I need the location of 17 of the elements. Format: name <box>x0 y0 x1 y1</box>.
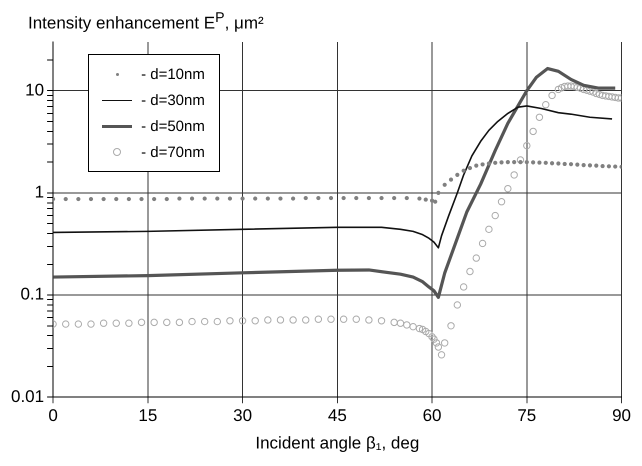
legend-label: - d=50nm <box>141 118 205 134</box>
x-axis-title: Incident angle β₁, deg <box>255 433 420 452</box>
x-tick-label: 0 <box>48 406 58 426</box>
x-tick-label: 45 <box>328 406 347 426</box>
legend-label: - d=70nm <box>141 144 205 160</box>
legend-label: - d=10nm <box>141 66 205 82</box>
y-tick-label: 0.01 <box>10 386 44 406</box>
y-tick-label: 0.1 <box>20 284 44 304</box>
y-axis-title: Intensity enhancement E$^{P}$, μm² <box>28 10 264 34</box>
x-tick-label: 90 <box>612 406 632 426</box>
x-tick-label: 60 <box>422 406 442 426</box>
y-tick-label: 10 <box>25 80 44 100</box>
y-tick-label: 1 <box>34 182 44 202</box>
x-tick-label: 15 <box>138 406 158 426</box>
x-tick-label: 30 <box>233 406 252 426</box>
legend-label: - d=30nm <box>141 92 205 108</box>
x-tick-label: 75 <box>517 406 536 426</box>
